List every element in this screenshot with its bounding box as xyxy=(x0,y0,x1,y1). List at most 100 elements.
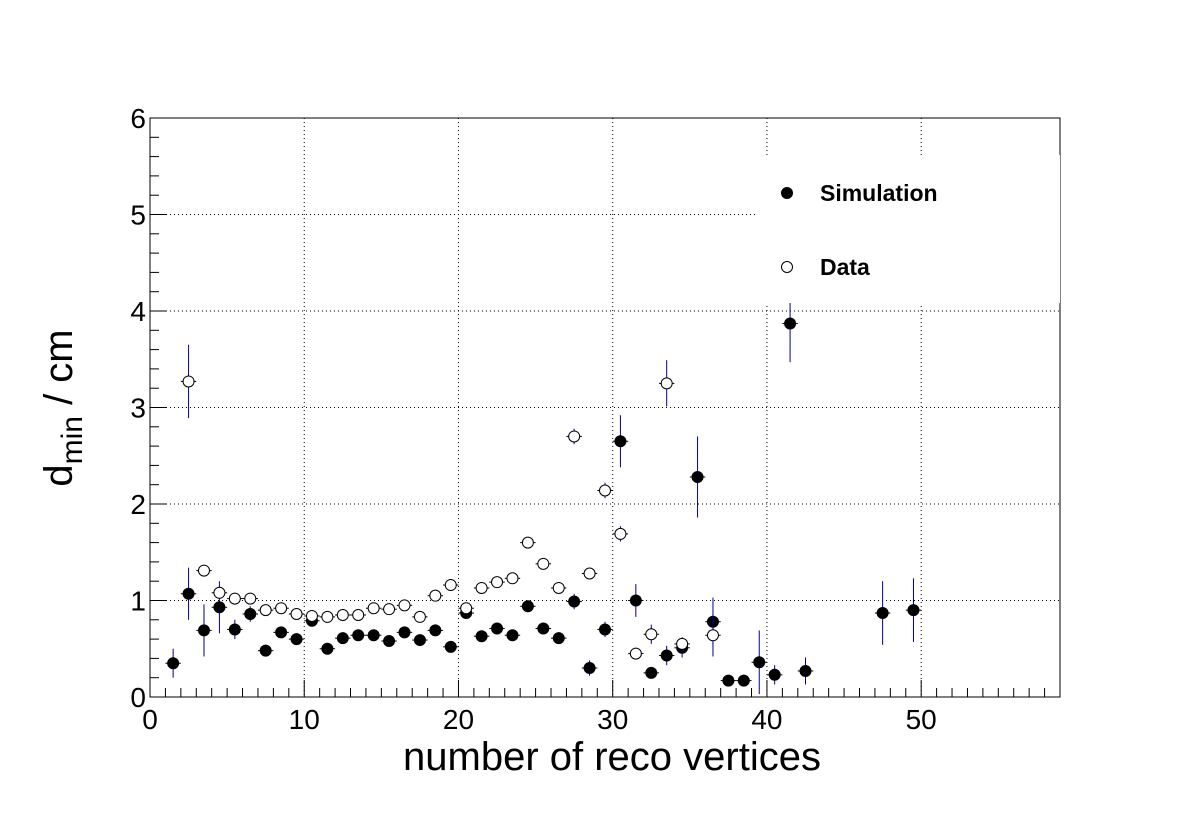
simulation-point xyxy=(182,587,195,600)
data-point xyxy=(305,609,318,622)
simulation-point xyxy=(753,656,766,669)
simulation-point xyxy=(722,674,735,687)
simulation-point xyxy=(213,601,226,614)
data-point xyxy=(244,592,257,605)
data-point xyxy=(290,608,303,621)
simulation-point xyxy=(506,629,519,642)
simulation-point xyxy=(398,626,411,639)
simulation-point xyxy=(352,629,365,642)
legend-simulation-marker xyxy=(781,187,793,199)
simulation-point xyxy=(614,435,627,448)
simulation-point xyxy=(228,623,241,636)
x-tick-label: 0 xyxy=(142,704,158,735)
data-point xyxy=(706,629,719,642)
legend-data-marker xyxy=(781,261,793,273)
simulation-point xyxy=(321,642,334,655)
y-axis-title-suffix: / cm xyxy=(37,329,81,416)
simulation-point xyxy=(691,470,704,483)
simulation-point xyxy=(784,317,797,330)
data-point xyxy=(352,608,365,621)
data-points xyxy=(165,284,922,695)
data-point xyxy=(321,610,334,623)
simulation-point xyxy=(367,629,380,642)
data-point xyxy=(398,599,411,612)
data-point xyxy=(228,592,241,605)
simulation-point xyxy=(336,632,349,645)
simulation-point xyxy=(537,622,550,635)
simulation-point xyxy=(568,595,581,608)
data-point xyxy=(367,602,380,615)
simulation-point xyxy=(290,633,303,646)
legend: Simulation Data xyxy=(755,155,1060,303)
simulation-point xyxy=(876,607,889,620)
simulation-point xyxy=(521,600,534,613)
data-point xyxy=(521,536,534,549)
tick-labels: 0 10 20 30 40 50 0 1 2 3 4 5 6 xyxy=(130,103,936,735)
data-point xyxy=(537,557,550,570)
y-tick-label: 1 xyxy=(130,586,146,617)
data-point xyxy=(614,527,627,540)
data-point xyxy=(676,637,689,650)
data-point xyxy=(275,602,288,615)
data-point xyxy=(213,586,226,599)
x-tick-label: 50 xyxy=(906,704,937,735)
legend-box xyxy=(755,155,1060,303)
x-axis-title: number of reco vertices xyxy=(403,735,821,779)
data-point xyxy=(460,602,473,615)
data-point xyxy=(413,610,426,623)
simulation-point xyxy=(737,674,750,687)
y-axis-title-main: d xyxy=(37,464,81,486)
simulation-point xyxy=(197,624,210,637)
y-tick-label: 0 xyxy=(130,682,146,713)
y-axis-title-subscript: min xyxy=(56,416,89,464)
y-tick-label: 2 xyxy=(130,489,146,520)
simulation-point xyxy=(583,662,596,675)
data-point xyxy=(444,579,457,592)
simulation-point xyxy=(599,623,611,636)
axis-ticks xyxy=(149,117,1061,698)
simulation-point xyxy=(259,644,272,657)
simulation-point xyxy=(645,666,658,679)
simulation-point xyxy=(275,626,288,639)
simulation-point xyxy=(429,624,442,637)
data-point xyxy=(182,375,195,388)
simulation-point xyxy=(475,630,488,643)
data-point xyxy=(552,581,565,594)
simulation-point xyxy=(167,657,180,670)
data-point xyxy=(583,567,596,580)
data-point xyxy=(475,581,488,594)
y-tick-label: 4 xyxy=(130,296,146,327)
simulation-point xyxy=(444,640,457,653)
simulation-point xyxy=(660,649,673,662)
data-point xyxy=(429,589,442,602)
data-point xyxy=(259,604,272,617)
simulation-point xyxy=(907,604,920,617)
data-point xyxy=(568,430,581,443)
legend-data-label: Data xyxy=(820,254,870,280)
x-tick-label: 30 xyxy=(597,704,628,735)
data-series xyxy=(180,344,721,660)
data-point xyxy=(336,608,349,621)
data-point xyxy=(599,484,611,497)
simulation-point xyxy=(552,632,565,645)
x-tick-label: 10 xyxy=(289,704,320,735)
simulation-point xyxy=(491,622,504,635)
data-point xyxy=(645,628,658,641)
x-tick-label: 20 xyxy=(443,704,474,735)
simulation-point xyxy=(383,635,396,648)
x-tick-label: 40 xyxy=(751,704,782,735)
simulation-point xyxy=(413,634,426,647)
y-tick-label: 5 xyxy=(130,200,146,231)
data-point xyxy=(629,647,642,660)
simulation-series xyxy=(165,284,922,695)
data-point xyxy=(383,603,396,616)
y-axis-title: dmin / cm xyxy=(37,329,89,486)
data-point xyxy=(491,576,504,589)
data-point xyxy=(506,572,519,585)
data-point xyxy=(660,377,673,390)
data-point xyxy=(197,564,210,577)
simulation-point xyxy=(768,668,781,681)
simulation-point xyxy=(629,594,642,607)
